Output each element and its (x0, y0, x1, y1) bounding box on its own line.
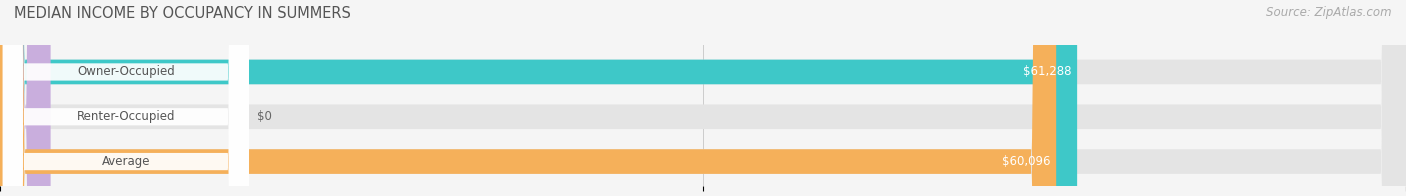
FancyBboxPatch shape (3, 0, 249, 196)
Text: Source: ZipAtlas.com: Source: ZipAtlas.com (1267, 6, 1392, 19)
FancyBboxPatch shape (3, 0, 249, 196)
Text: $0: $0 (257, 110, 273, 123)
Text: Renter-Occupied: Renter-Occupied (76, 110, 176, 123)
Text: Owner-Occupied: Owner-Occupied (77, 65, 174, 78)
Text: Average: Average (101, 155, 150, 168)
FancyBboxPatch shape (0, 0, 1077, 196)
FancyBboxPatch shape (0, 0, 1056, 196)
Text: $60,096: $60,096 (1002, 155, 1050, 168)
Text: MEDIAN INCOME BY OCCUPANCY IN SUMMERS: MEDIAN INCOME BY OCCUPANCY IN SUMMERS (14, 6, 352, 21)
FancyBboxPatch shape (3, 0, 249, 196)
FancyBboxPatch shape (0, 0, 51, 196)
Text: $61,288: $61,288 (1024, 65, 1071, 78)
